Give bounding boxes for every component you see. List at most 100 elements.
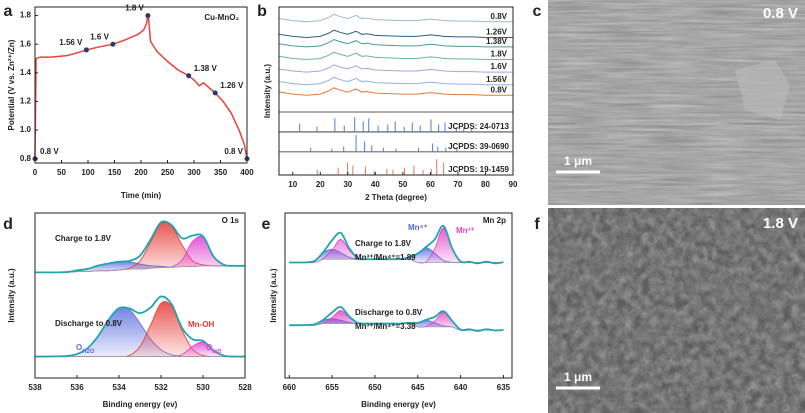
component-label: Mn-OH: [188, 320, 214, 329]
series-label: 1.8V: [491, 50, 508, 59]
x-tick-label: 538: [28, 383, 42, 392]
sem-panel-c: c 0.8 V 1 μm: [533, 0, 805, 205]
point-marker: [145, 13, 151, 19]
component-label: Olatt: [206, 343, 221, 354]
pattern-line: [278, 29, 513, 38]
x-tick-label: 350: [214, 168, 228, 177]
spectrum-label: Charge to 1.8V: [355, 239, 412, 248]
ratio-label: Mn³⁺/Mn⁴⁺=3.38: [355, 322, 416, 331]
x-axis-title: Binding energy (ev): [361, 400, 436, 409]
annotation: Cu-MnO₂: [204, 13, 239, 22]
x-tick-label: 650: [368, 383, 382, 392]
x-tick-label: 30: [343, 180, 352, 189]
x-tick-label: 50: [57, 168, 66, 177]
x-tick-label: 100: [81, 168, 95, 177]
x-tick-label: 400: [240, 168, 254, 177]
x-tick-label: 530: [196, 383, 210, 392]
point-marker: [212, 90, 218, 96]
pattern-line: [278, 51, 513, 61]
reference-label: JCPDS: 24-0713: [448, 122, 509, 131]
scale-bar-label: 1 μm: [564, 154, 592, 168]
panel-letter: e: [262, 216, 271, 233]
point-label: 1.26 V: [220, 81, 244, 90]
point-marker: [83, 47, 89, 53]
reference-label: JCPDS: 19-1459: [448, 165, 509, 174]
pattern-line: [278, 13, 513, 23]
component-name: O: [76, 343, 82, 352]
envelope-curve: [289, 224, 504, 265]
component-fill: [289, 310, 504, 331]
pattern-line: [278, 76, 513, 86]
component-fill: [35, 341, 245, 357]
scale-bar-label: 1 μm: [564, 370, 592, 384]
point-label: 0.8 V: [224, 147, 243, 156]
sem-panel-f: f 1.8 V 1 μm: [534, 208, 805, 413]
x-tick-label: 200: [134, 168, 148, 177]
component-fill: [35, 307, 245, 357]
x-tick-label: 70: [453, 180, 462, 189]
x-tick-label: 90: [509, 180, 518, 189]
y-axis-title: Intensity (a.u.): [269, 268, 278, 323]
point-label: 0.8 V: [40, 147, 59, 156]
x-tick-label: 250: [161, 168, 175, 177]
component-fill: [35, 236, 245, 273]
panel-letter: c: [533, 3, 542, 20]
panel-letter: f: [534, 216, 540, 233]
x-tick-label: 532: [154, 383, 168, 392]
envelope-curve: [289, 306, 504, 332]
pattern-line: [278, 38, 513, 48]
x-tick-label: 645: [411, 383, 425, 392]
y-tick-label: 1.4: [20, 68, 32, 77]
component-name: Mn-OH: [188, 320, 214, 329]
panel-letter: b: [257, 3, 267, 20]
x-axis-title: Binding energy (ev): [103, 400, 178, 409]
series-label: 1.38V: [486, 37, 508, 46]
x-tick-label: 10: [288, 180, 297, 189]
plot-frame: [34, 6, 248, 164]
spectrum-label: Charge to 1.8V: [55, 234, 112, 243]
component-fill: [289, 227, 504, 264]
point-marker: [186, 73, 192, 79]
y-tick-label: 0.8: [20, 154, 32, 163]
panel-letter: a: [4, 3, 13, 20]
x-tick-label: 528: [238, 383, 252, 392]
image-caption: 1.8 V: [763, 215, 798, 232]
series-label: 0.8V: [491, 12, 508, 21]
envelope-curve: [34, 295, 246, 358]
series-label: 1.6V: [491, 62, 508, 71]
pattern-line: [278, 64, 513, 73]
series-label: 1.26V: [486, 28, 508, 37]
component-name: Mn³⁺: [456, 226, 474, 235]
x-tick-label: 655: [325, 383, 339, 392]
x-tick-label: 60: [426, 180, 435, 189]
point-label: 1.6 V: [90, 32, 109, 41]
component-name: Mn⁴⁺: [408, 223, 428, 232]
series-label: 0.8V: [491, 85, 508, 94]
point-marker: [110, 41, 116, 47]
x-tick-label: 300: [187, 168, 201, 177]
envelope-curve: [34, 220, 246, 274]
spectrum-label: Discharge to 0.8V: [55, 319, 123, 328]
panel-letter: d: [3, 216, 13, 233]
x-tick-label: 640: [454, 383, 468, 392]
y-tick-label: 1.8: [20, 11, 32, 20]
y-tick-label: 1.2: [20, 97, 32, 106]
component-label: OH2O: [76, 343, 95, 354]
reference-label: JCPDS: 39-0690: [448, 142, 509, 151]
x-axis-title: Time (min): [121, 191, 162, 200]
y-axis-title: Intensity (a.u.): [263, 64, 272, 119]
x-tick-label: 660: [283, 383, 297, 392]
component-subscript: latt: [212, 349, 221, 355]
ratio-label: Mn³⁺/Mn⁴⁺=1.89: [355, 253, 416, 262]
x-tick-label: 635: [497, 383, 511, 392]
corner-label: Mn 2p: [483, 216, 506, 225]
component-subscript: H2O: [82, 349, 95, 355]
image-caption: 0.8 V: [763, 5, 798, 22]
y-tick-label: 1.0: [20, 125, 32, 134]
x-tick-label: 80: [481, 180, 490, 189]
plot-frame: [278, 6, 514, 176]
component-fill: [35, 222, 245, 273]
y-axis-title: Potential (V vs. Zn²⁺/Zn): [7, 39, 16, 130]
x-tick-label: 0: [33, 168, 38, 177]
corner-label: O 1s: [222, 216, 240, 225]
